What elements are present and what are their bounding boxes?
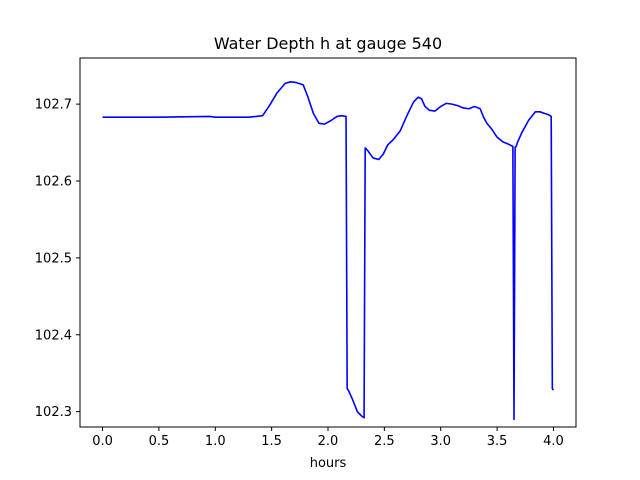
y-tick-label: 102.3: [35, 405, 72, 420]
x-tick-label: 4.0: [543, 434, 564, 449]
x-tick-label: 0.0: [92, 434, 113, 449]
y-tick-label: 102.4: [35, 328, 72, 343]
x-axis-label: hours: [310, 456, 347, 471]
y-axis: 102.3 102.4 102.5 102.6 102.7: [35, 98, 80, 420]
series-line-0: [102, 81, 555, 421]
x-axis: 0.0 0.5 1.0 1.5 2.0 2.5 3.0 3.5 4.0: [92, 427, 564, 449]
x-tick-label: 2.5: [374, 434, 395, 449]
x-tick-label: 3.0: [430, 434, 451, 449]
y-tick-label: 102.6: [35, 175, 72, 190]
y-tick-label: 102.7: [35, 98, 72, 113]
x-tick-label: 1.0: [205, 434, 226, 449]
plot-area: [80, 58, 576, 427]
series-layer: [102, 81, 555, 421]
chart-title: Water Depth h at gauge 540: [214, 34, 442, 53]
x-tick-label: 0.5: [149, 434, 170, 449]
x-tick-label: 1.5: [261, 434, 282, 449]
y-tick-label: 102.5: [35, 251, 72, 266]
x-tick-label: 2.0: [318, 434, 339, 449]
x-tick-label: 3.5: [487, 434, 508, 449]
